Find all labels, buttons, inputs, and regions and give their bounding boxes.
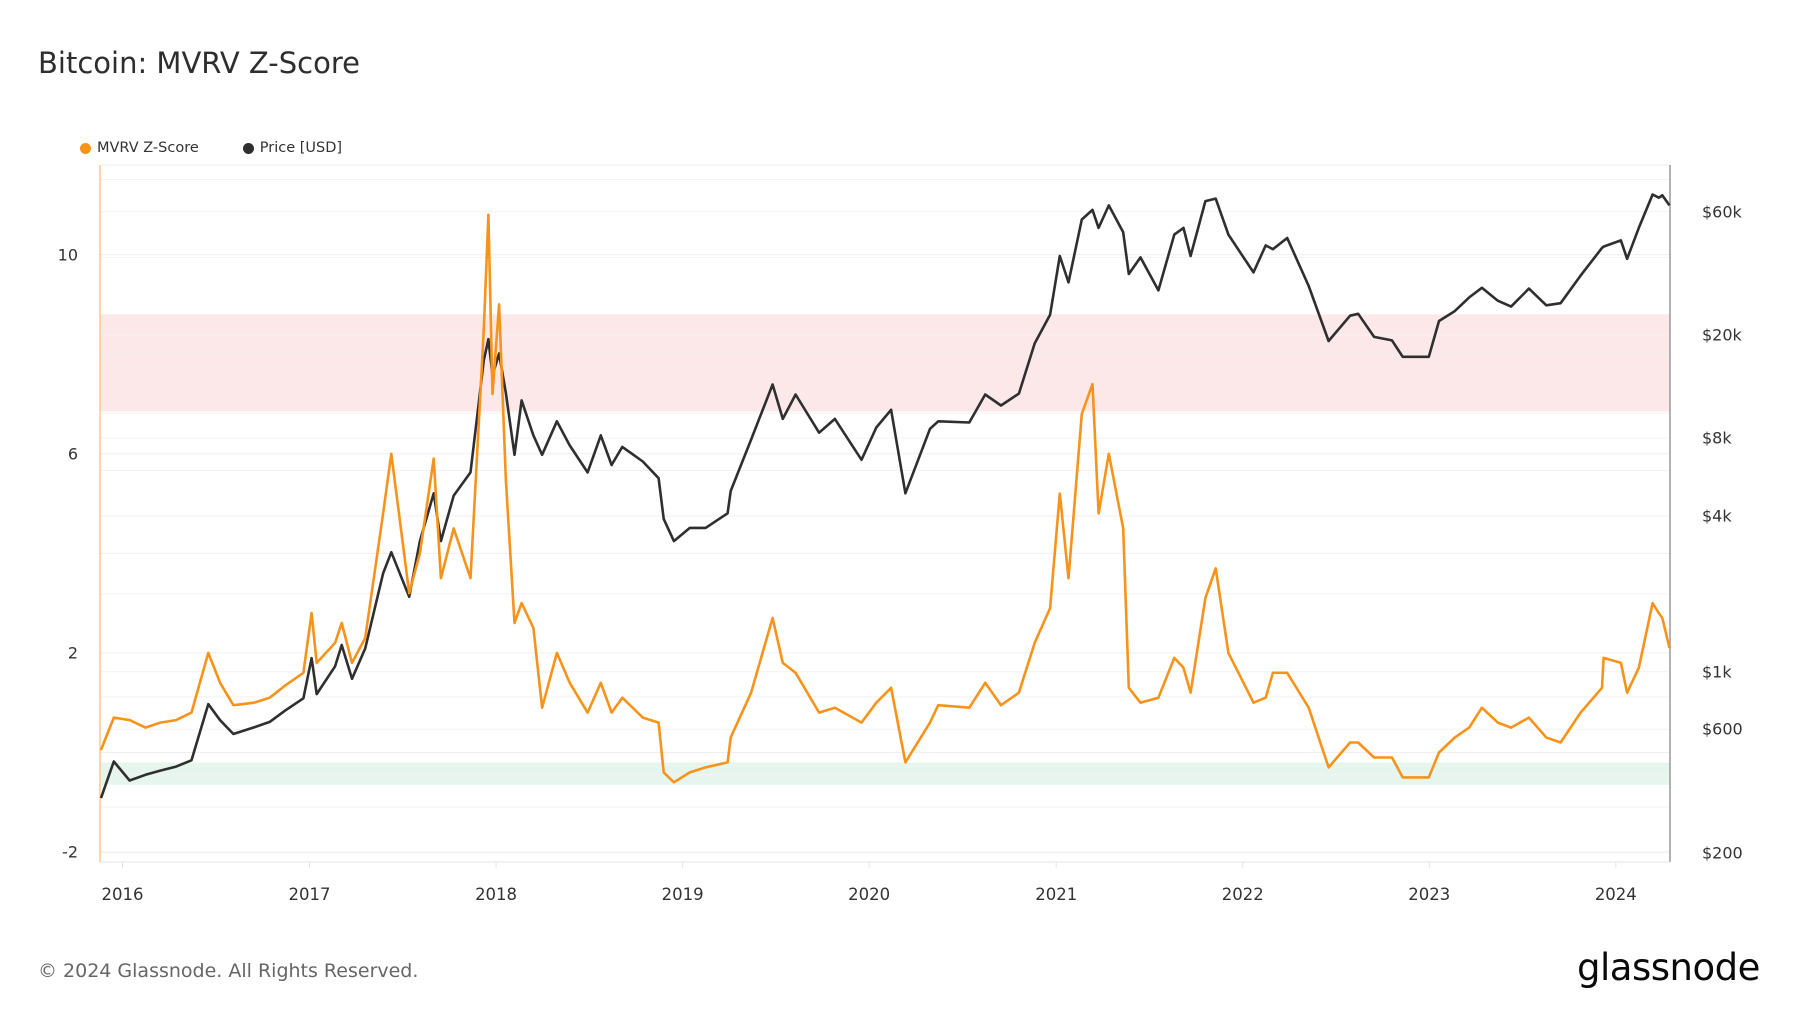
overvalued-band	[100, 314, 1670, 412]
left-y-tick-label: 6	[67, 444, 78, 464]
right-y-tick-label: $1k	[1702, 662, 1732, 682]
legend-label-mvrv: MVRV Z-Score	[97, 140, 199, 156]
x-tick-label: 2016	[101, 885, 144, 904]
left-y-tick-label: -2	[62, 842, 78, 862]
left-y-tick-label: 10	[57, 245, 78, 265]
legend-label-price: Price [USD]	[259, 140, 343, 156]
legend-item-mvrv[interactable]: MVRV Z-Score	[80, 140, 199, 156]
right-y-tick-label: $8k	[1702, 428, 1732, 448]
x-tick-label: 2017	[288, 885, 331, 904]
x-tick-label: 2023	[1408, 885, 1451, 904]
mvrv-legend-dot-icon	[80, 142, 91, 154]
right-y-tick-label: $60k	[1702, 202, 1742, 222]
right-y-tick-label: $600	[1702, 719, 1743, 739]
x-tick-label: 2018	[475, 885, 518, 904]
chart-title: Bitcoin: MVRV Z-Score	[38, 46, 360, 80]
x-tick-label: 2019	[661, 885, 704, 904]
mvrv-z-score-line	[99, 213, 1671, 784]
right-y-tick-label: $20k	[1702, 325, 1742, 345]
x-tick-label: 2020	[848, 885, 891, 904]
plot-area	[99, 164, 1671, 863]
x-tick-label: 2024	[1594, 885, 1637, 904]
price-line	[99, 193, 1671, 799]
x-tick-label: 2022	[1221, 885, 1264, 904]
left-y-tick-label: 2	[67, 643, 78, 663]
glassnode-logo: glassnode	[1577, 946, 1760, 989]
price-legend-dot-icon	[242, 142, 254, 154]
right-y-tick-label: $4k	[1702, 506, 1732, 526]
x-tick-label: 2021	[1035, 885, 1078, 904]
right-y-tick-label: $200	[1702, 843, 1743, 863]
copyright-footer: © 2024 Glassnode. All Rights Reserved.	[38, 960, 419, 982]
legend: MVRV Z-Score Price [USD]	[80, 140, 342, 156]
undervalued-band	[100, 762, 1670, 785]
legend-item-price[interactable]: Price [USD]	[242, 140, 343, 156]
